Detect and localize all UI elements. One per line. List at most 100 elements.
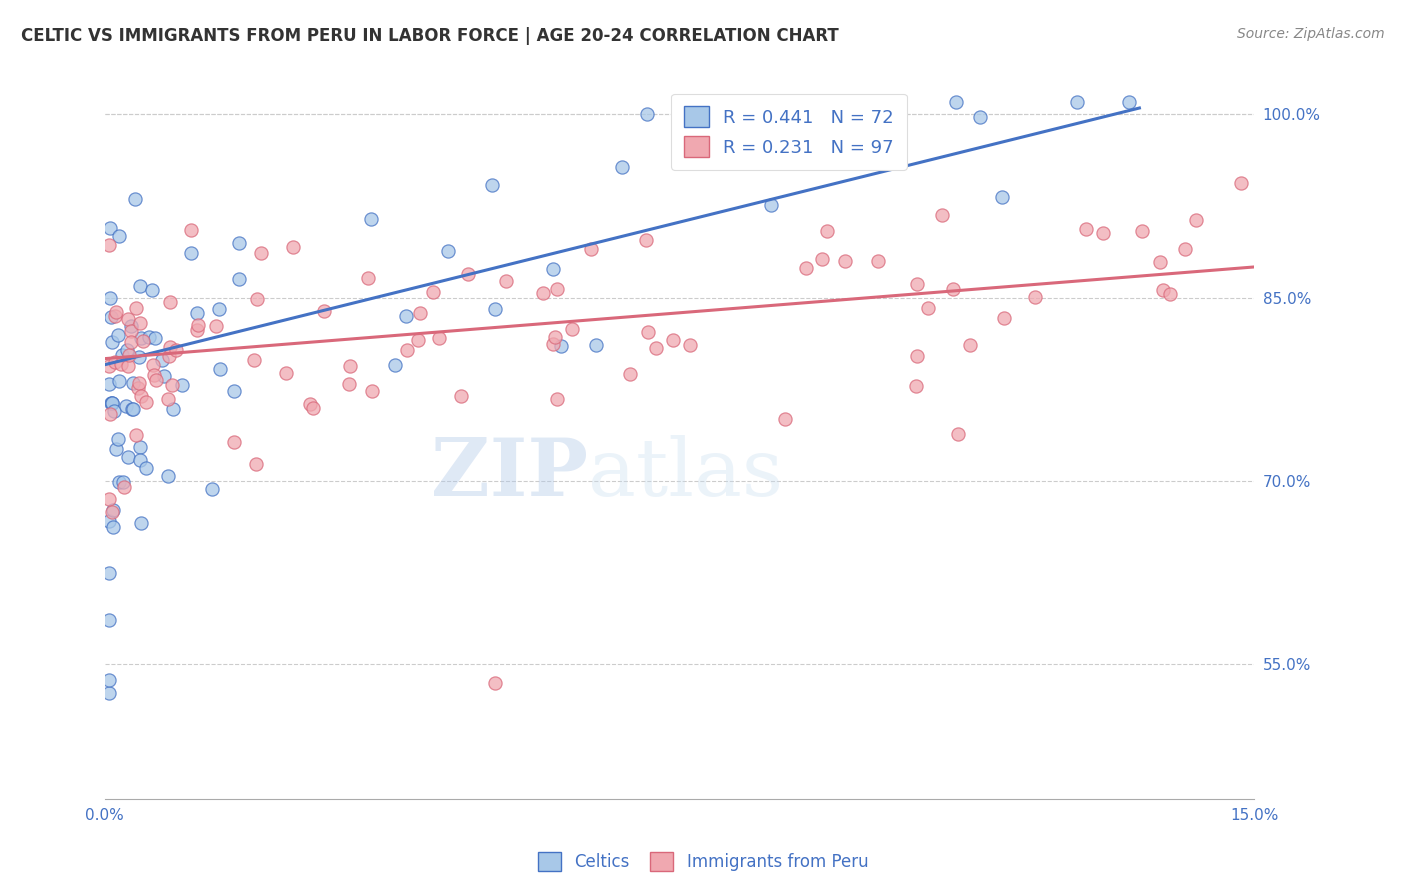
Point bbox=[561, 322, 583, 336]
Point bbox=[105, 305, 128, 319]
Point bbox=[228, 236, 250, 251]
Point bbox=[679, 338, 702, 352]
Point bbox=[437, 244, 460, 259]
Point bbox=[110, 357, 132, 371]
Point bbox=[946, 427, 969, 442]
Point bbox=[159, 340, 181, 354]
Point bbox=[810, 252, 832, 266]
Point bbox=[156, 468, 179, 483]
Legend: R = 0.441   N = 72, R = 0.231   N = 97: R = 0.441 N = 72, R = 0.231 N = 97 bbox=[671, 94, 907, 169]
Point bbox=[274, 366, 297, 380]
Point bbox=[152, 368, 174, 383]
Point bbox=[484, 675, 506, 690]
Point bbox=[993, 311, 1015, 326]
Point bbox=[544, 329, 567, 343]
Point bbox=[97, 613, 120, 627]
Point bbox=[1152, 284, 1174, 298]
Point bbox=[1118, 95, 1140, 109]
Point bbox=[208, 362, 231, 376]
Point bbox=[245, 292, 267, 306]
Point bbox=[905, 277, 928, 291]
Point bbox=[484, 301, 506, 316]
Point bbox=[117, 359, 139, 373]
Point bbox=[101, 335, 124, 350]
Point bbox=[1066, 95, 1088, 109]
Point bbox=[531, 285, 554, 300]
Point bbox=[931, 208, 953, 222]
Point bbox=[457, 267, 479, 281]
Point bbox=[222, 384, 245, 398]
Point bbox=[636, 107, 658, 121]
Point bbox=[969, 110, 991, 124]
Point bbox=[243, 353, 266, 368]
Point bbox=[117, 450, 139, 465]
Point bbox=[224, 435, 246, 450]
Point bbox=[1024, 290, 1046, 304]
Point bbox=[97, 238, 120, 252]
Point bbox=[122, 402, 145, 417]
Point bbox=[129, 516, 152, 531]
Point bbox=[541, 336, 564, 351]
Point bbox=[101, 519, 124, 533]
Point bbox=[108, 374, 131, 388]
Point bbox=[395, 310, 418, 324]
Point bbox=[917, 301, 939, 316]
Point bbox=[395, 343, 418, 357]
Point bbox=[129, 389, 152, 403]
Point bbox=[546, 392, 568, 406]
Point bbox=[186, 323, 208, 337]
Point bbox=[124, 428, 146, 442]
Point bbox=[1076, 221, 1098, 235]
Point bbox=[143, 368, 166, 383]
Point bbox=[135, 395, 157, 409]
Point bbox=[541, 262, 564, 277]
Point bbox=[156, 392, 179, 406]
Point bbox=[131, 334, 153, 349]
Text: CELTIC VS IMMIGRANTS FROM PERU IN LABOR FORCE | AGE 20-24 CORRELATION CHART: CELTIC VS IMMIGRANTS FROM PERU IN LABOR … bbox=[21, 27, 839, 45]
Point bbox=[107, 475, 129, 490]
Point bbox=[117, 312, 139, 326]
Point bbox=[107, 228, 129, 243]
Point bbox=[170, 378, 193, 392]
Point bbox=[427, 331, 450, 345]
Point bbox=[129, 453, 152, 467]
Legend: Celtics, Immigrants from Peru: Celtics, Immigrants from Peru bbox=[530, 843, 876, 880]
Text: ZIP: ZIP bbox=[430, 435, 588, 513]
Point bbox=[636, 233, 658, 247]
Point bbox=[98, 407, 121, 421]
Point bbox=[644, 341, 666, 355]
Point bbox=[959, 337, 981, 351]
Point bbox=[761, 198, 783, 212]
Point bbox=[283, 239, 305, 253]
Point bbox=[135, 461, 157, 475]
Point bbox=[186, 305, 208, 319]
Point bbox=[205, 318, 228, 333]
Point bbox=[160, 377, 183, 392]
Point bbox=[129, 331, 152, 345]
Point bbox=[111, 348, 134, 362]
Point bbox=[662, 333, 685, 347]
Point bbox=[773, 412, 796, 426]
Point bbox=[100, 291, 122, 305]
Point bbox=[112, 480, 135, 494]
Point bbox=[312, 303, 335, 318]
Point bbox=[101, 505, 124, 519]
Point bbox=[101, 395, 124, 409]
Point bbox=[990, 190, 1012, 204]
Point bbox=[104, 354, 127, 368]
Point bbox=[103, 503, 125, 517]
Point bbox=[141, 283, 163, 297]
Point bbox=[637, 326, 659, 340]
Point bbox=[1230, 176, 1253, 190]
Point bbox=[143, 330, 166, 344]
Point bbox=[302, 401, 325, 415]
Point bbox=[97, 566, 120, 581]
Point bbox=[97, 673, 120, 687]
Point bbox=[115, 399, 138, 413]
Point bbox=[228, 272, 250, 286]
Point bbox=[550, 339, 572, 353]
Point bbox=[942, 282, 965, 296]
Point bbox=[127, 381, 149, 395]
Point bbox=[128, 351, 150, 365]
Point bbox=[124, 192, 146, 206]
